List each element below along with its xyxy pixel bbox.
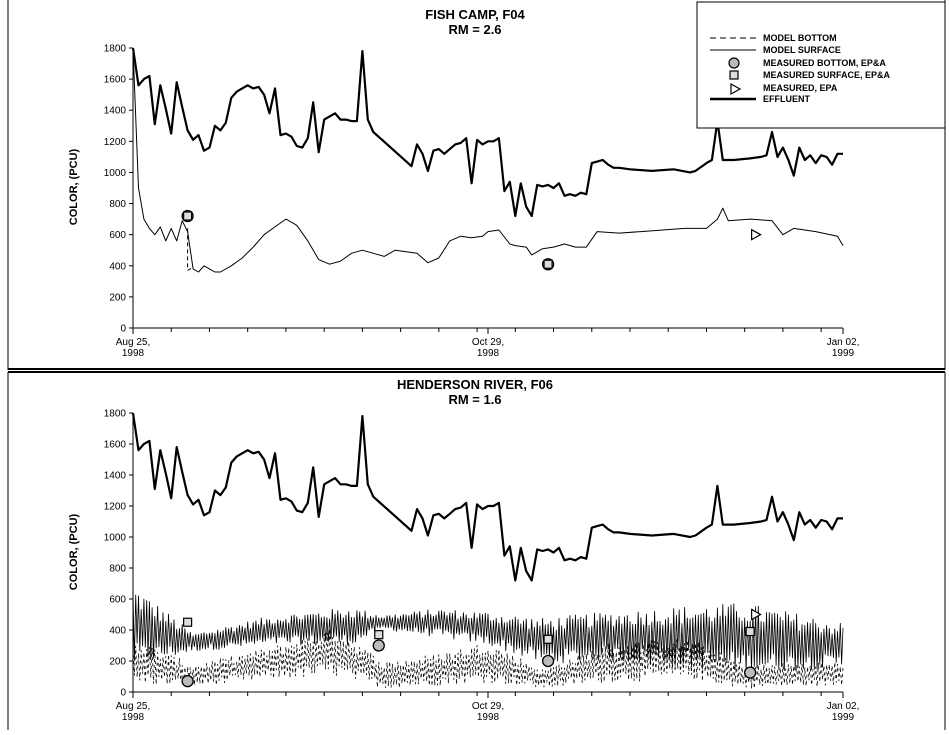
panel2-y-tick-label: 200 bbox=[109, 657, 126, 668]
panel1-title: FISH CAMP, F04 bbox=[425, 7, 525, 22]
panel2-x-tick-label: Jan 02, bbox=[827, 701, 860, 712]
panel2-x-tick-label: Aug 25, bbox=[116, 701, 150, 712]
panel2-y-tick-label: 1200 bbox=[104, 502, 127, 513]
panel2-marker-measured-bottom bbox=[744, 666, 757, 679]
panel2-y-tick-label: 800 bbox=[109, 564, 126, 575]
panel2-y-tick-label: 600 bbox=[109, 595, 126, 606]
panel2-y-tick-label: 1400 bbox=[104, 471, 127, 482]
panel1-marker-measured-surface bbox=[543, 259, 553, 269]
legend-label-effluent: EFFLUENT bbox=[763, 94, 810, 104]
panel1-marker-measured-epa bbox=[751, 228, 762, 241]
panel2-subtitle: RM = 1.6 bbox=[448, 392, 501, 407]
panel1-x-tick-year: 1998 bbox=[477, 348, 500, 359]
panel1-series-effluent bbox=[131, 47, 843, 218]
panel2-marker-measured-bottom bbox=[372, 639, 385, 652]
panel1-y-tick-label: 1800 bbox=[104, 44, 127, 55]
panel1-series-model-bottom bbox=[187, 228, 194, 271]
panel2-y-tick-label: 1800 bbox=[104, 409, 127, 420]
panel1-x-tick-label: Aug 25, bbox=[116, 337, 150, 348]
panel1-y-tick-label: 400 bbox=[109, 261, 126, 272]
panel1-series-model-surface bbox=[132, 47, 844, 273]
panel1-subtitle: RM = 2.6 bbox=[448, 22, 501, 37]
panel1-y-tick-label: 600 bbox=[109, 230, 126, 241]
panel1-plot-area bbox=[131, 47, 844, 273]
panel1-x-tick-label: Oct 29, bbox=[472, 337, 504, 348]
panel1-ylabel: COLOR, (PCU) bbox=[68, 148, 80, 225]
panel2-ylabel: COLOR, (PCU) bbox=[68, 513, 80, 590]
legend-symbol-circle bbox=[728, 57, 740, 69]
panel2-marker-measured-bottom bbox=[181, 675, 194, 688]
panel2-y-tick-label: 400 bbox=[109, 626, 126, 637]
legend-label-measured-bottom: MEASURED BOTTOM, EP&A bbox=[763, 58, 886, 68]
panel2-marker-measured-surface bbox=[374, 630, 384, 640]
panel1-y-tick-label: 200 bbox=[109, 292, 126, 303]
panel1-marker-measured-surface bbox=[183, 211, 193, 221]
panel2-marker-measured-surface bbox=[745, 626, 755, 637]
panel1-axes: 0 200 400 600 800 1000 1200 1400 1600 1800 Aug 25,… bbox=[104, 44, 860, 360]
panel1-y-tick-label: 1000 bbox=[104, 168, 127, 179]
panel2-series-model-bottom bbox=[132, 629, 844, 689]
panel1-y-tick-label: 1600 bbox=[104, 75, 127, 86]
panel2-title: HENDERSON RIVER, F06 bbox=[397, 377, 553, 392]
panel2-x-tick-year: 1999 bbox=[832, 712, 855, 723]
panel1-y-tick-label: 0 bbox=[120, 324, 126, 335]
panel2-x-tick-year: 1998 bbox=[122, 712, 145, 723]
panel2-x-tick-label: Oct 29, bbox=[472, 701, 504, 712]
panel2-marker-measured-surface bbox=[183, 617, 193, 627]
panel2-series-effluent bbox=[131, 412, 843, 582]
panel2-marker-measured-bottom bbox=[541, 654, 555, 668]
panel1-y-tick-label: 800 bbox=[109, 199, 126, 210]
legend-symbol-triangle bbox=[730, 82, 742, 96]
panel2-marker-measured-surface bbox=[543, 634, 553, 644]
panel1-y-tick-label: 1400 bbox=[104, 106, 127, 117]
legend-symbol-square bbox=[729, 70, 739, 80]
legend-label-measured-surface: MEASURED SURFACE, EP&A bbox=[763, 70, 891, 80]
panel2-series-model-surface bbox=[132, 592, 844, 673]
panel2-marker-measured-epa bbox=[751, 608, 762, 621]
legend-label-model-surface: MODEL SURFACE bbox=[763, 45, 841, 55]
panel2-plot-area bbox=[131, 412, 844, 689]
panel2-x-tick-year: 1998 bbox=[477, 712, 500, 723]
panel2-y-tick-label: 1600 bbox=[104, 440, 127, 451]
panel1-x-tick-label: Jan 02, bbox=[827, 337, 860, 348]
panel2-axes: 0 200 400 600 800 1000 1200 1400 1600 1800 Aug 25,… bbox=[104, 409, 860, 724]
legend: MODEL BOTTOM MODEL SURFACE MEASURED BOTT… bbox=[696, 1, 946, 129]
panel1-x-tick-year: 1999 bbox=[832, 348, 855, 359]
panel2-y-tick-label: 1000 bbox=[104, 533, 127, 544]
legend-label-measured-epa: MEASURED, EPA bbox=[763, 83, 838, 93]
panel1-x-tick-year: 1998 bbox=[122, 348, 145, 359]
panel2-y-tick-label: 0 bbox=[120, 688, 126, 699]
legend-label-model-bottom: MODEL BOTTOM bbox=[763, 33, 837, 43]
panel1-y-tick-label: 1200 bbox=[104, 137, 127, 148]
